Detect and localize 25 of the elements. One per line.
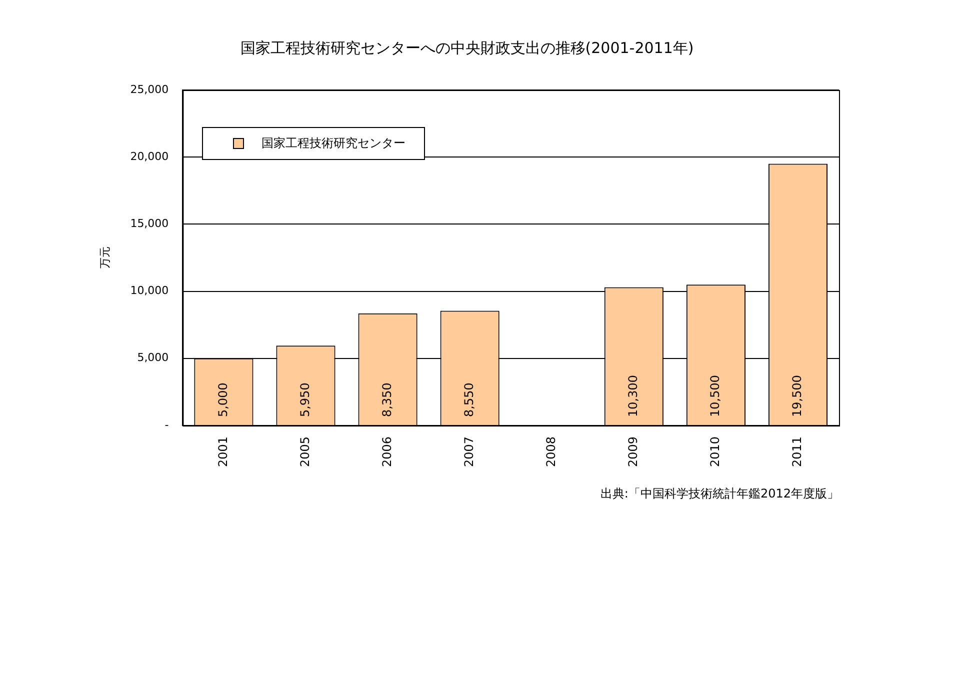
y-tick-label: - xyxy=(164,418,169,432)
x-tick-label: 2008 xyxy=(544,436,558,468)
x-tick-label: 2005 xyxy=(298,436,312,468)
x-tick-label: 2007 xyxy=(462,436,476,468)
source-note: 出典:「中国科学技術統計年鑑2012年度版」 xyxy=(600,486,839,500)
data-label: 10,300 xyxy=(626,374,640,417)
data-label: 8,350 xyxy=(380,382,394,417)
data-label: 19,500 xyxy=(790,374,804,417)
x-tick-label: 2009 xyxy=(626,436,640,468)
legend-label: 国家工程技術研究センター xyxy=(262,135,406,152)
y-tick-label: 5,000 xyxy=(137,351,169,364)
data-label: 5,000 xyxy=(216,382,230,417)
data-label: 5,950 xyxy=(298,382,312,417)
x-tick-label: 2010 xyxy=(708,436,722,468)
chart-title: 国家工程技術研究センターへの中央財政支出の推移(2001-2011年) xyxy=(240,38,694,57)
y-axis-title: 万元 xyxy=(98,246,112,269)
x-tick-label: 2011 xyxy=(790,436,804,468)
y-tick-label: 20,000 xyxy=(130,150,169,163)
y-tick-label: 25,000 xyxy=(130,82,169,96)
x-tick-label: 2001 xyxy=(216,436,230,468)
y-tick-label: 15,000 xyxy=(130,217,169,230)
data-label: 8,550 xyxy=(462,382,476,417)
y-tick-label: 10,000 xyxy=(130,284,169,298)
x-tick-label: 2006 xyxy=(380,436,394,468)
data-label: 10,500 xyxy=(708,374,722,417)
